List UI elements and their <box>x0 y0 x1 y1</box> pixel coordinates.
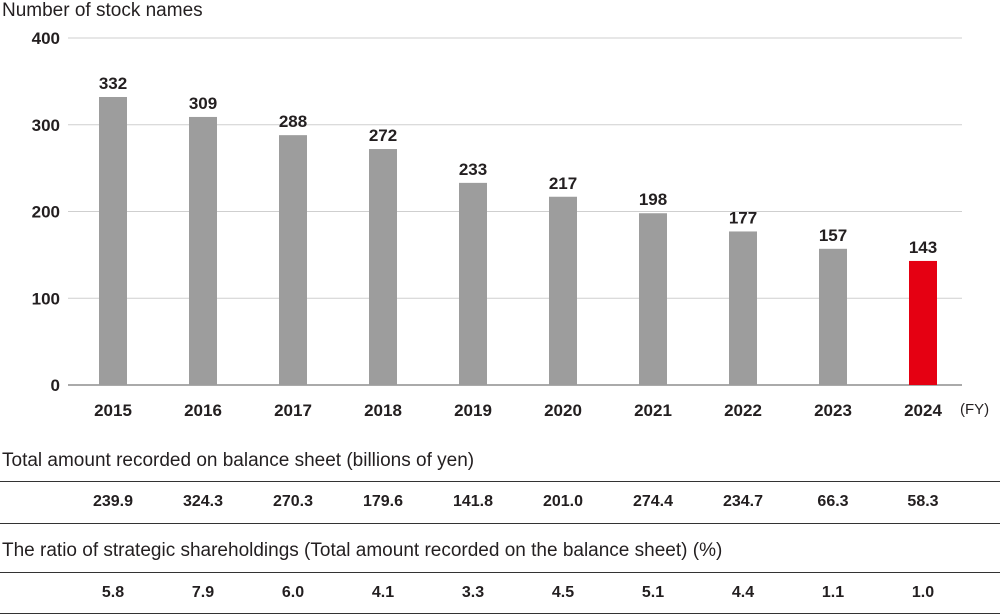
data-label: 143 <box>909 238 937 257</box>
balance-sheet-value: 141.8 <box>452 493 494 510</box>
balance-sheet-value: 274.4 <box>632 493 674 510</box>
balance-sheet-value: 324.3 <box>182 493 224 510</box>
data-label: 272 <box>369 126 397 145</box>
bar-chart: 0 100 200 300 400 332 2015 309 2016 288 2017 272 201… <box>32 29 962 420</box>
bar <box>729 231 757 385</box>
ratio-value: 4.1 <box>371 584 395 601</box>
y-tick-label: 400 <box>32 29 60 48</box>
x-tick-label: 2022 <box>724 401 762 420</box>
balance-sheet-value: 66.3 <box>817 493 849 510</box>
balance-sheet-value: 58.3 <box>907 493 939 510</box>
ratio-value: 1.0 <box>911 584 935 601</box>
ratio-value: 1.1 <box>821 584 845 601</box>
y-axis-title: Number of stock names <box>2 0 203 21</box>
bar <box>459 182 487 385</box>
y-tick-label: 0 <box>51 376 60 395</box>
ratio-value: 4.5 <box>551 584 575 601</box>
ratio-title: The ratio of strategic shareholdings (To… <box>2 540 723 561</box>
data-label: 309 <box>189 94 217 113</box>
data-label: 157 <box>819 226 847 245</box>
balance-sheet-value: 239.9 <box>92 493 134 510</box>
bar <box>99 96 127 386</box>
bar <box>909 260 937 385</box>
balance-sheet-value: 179.6 <box>362 493 404 510</box>
x-tick-label: 2017 <box>274 401 312 420</box>
ratio-value: 4.4 <box>731 584 755 601</box>
y-tick-label: 300 <box>32 116 60 135</box>
balance-sheet-bottom-rule <box>0 523 1000 524</box>
ratio-value: 3.3 <box>461 584 485 601</box>
data-label: 332 <box>99 74 127 93</box>
x-tick-label: 2023 <box>814 401 852 420</box>
bar <box>639 213 667 385</box>
x-tick-label: 2020 <box>544 401 582 420</box>
balance-sheet-value: 270.3 <box>272 493 314 510</box>
ratio-bottom-rule <box>0 613 1000 614</box>
balance-sheet-top-rule <box>0 481 1000 482</box>
bar <box>549 196 577 385</box>
balance-sheet-value: 234.7 <box>722 493 764 510</box>
ratio-top-rule <box>0 572 1000 573</box>
x-tick-label: 2016 <box>184 401 222 420</box>
data-label: 217 <box>549 174 577 193</box>
x-tick-label: 2024 <box>904 401 942 420</box>
ratio-value: 6.0 <box>281 584 305 601</box>
data-label: 288 <box>279 112 307 131</box>
bar <box>819 248 847 385</box>
data-label: 198 <box>639 190 667 209</box>
x-tick-label: 2018 <box>364 401 402 420</box>
y-tick-label: 200 <box>32 203 60 222</box>
balance-sheet-value: 201.0 <box>542 493 584 510</box>
ratio-value: 5.1 <box>641 584 665 601</box>
ratio-value: 5.8 <box>101 584 125 601</box>
ratio-value: 7.9 <box>191 584 215 601</box>
y-tick-label: 100 <box>32 289 60 308</box>
data-label: 177 <box>729 208 757 227</box>
balance-sheet-title: Total amount recorded on balance sheet (… <box>2 450 475 471</box>
bar <box>279 135 307 385</box>
x-tick-label: 2015 <box>94 401 132 420</box>
data-label: 233 <box>459 160 487 179</box>
bar <box>189 116 217 385</box>
bar <box>369 149 397 385</box>
x-axis-unit: (FY) <box>960 401 990 418</box>
x-tick-label: 2019 <box>454 401 492 420</box>
x-tick-label: 2021 <box>634 401 672 420</box>
